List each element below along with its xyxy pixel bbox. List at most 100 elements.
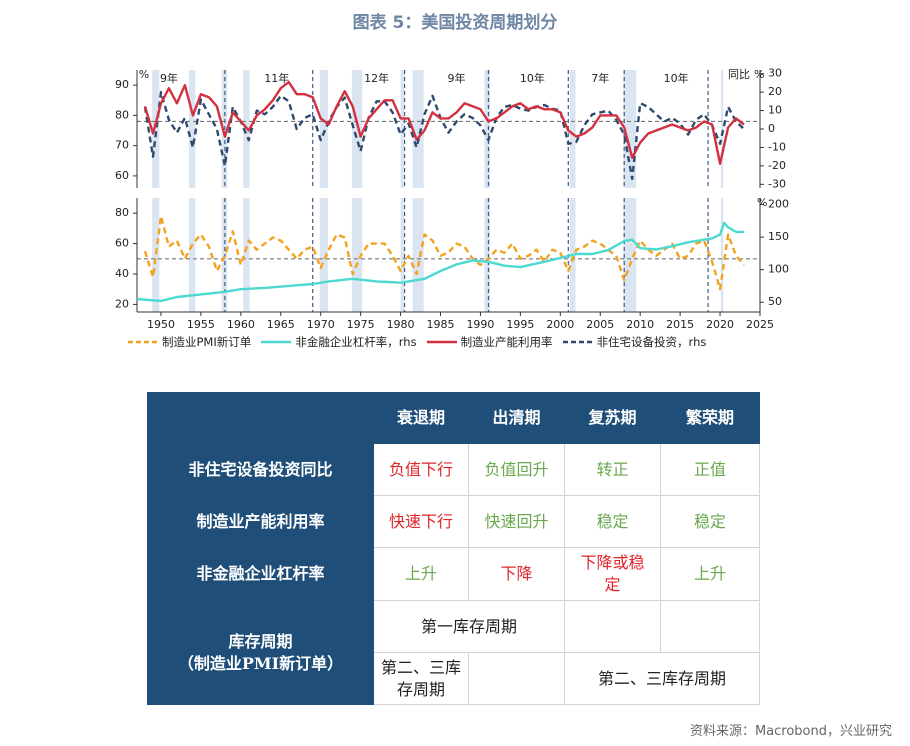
cell-equipment-recovery: 转正 (564, 443, 661, 496)
cell-first-inventory-cycle: 第一库存周期 (373, 600, 565, 653)
cycle-duration-label: 10年 (664, 71, 689, 85)
y-tick-label: 60 (115, 169, 129, 182)
cell-empty-recovery (564, 600, 661, 653)
x-tick-label: 1960 (227, 318, 255, 331)
y2-tick-label: 30 (768, 67, 782, 80)
series-pmi-new-orders (143, 214, 745, 291)
row-label-inventory: 库存周期 （制造业PMI新订单） (147, 600, 374, 705)
legend-label-leverage: 非金融企业杠杆率，rhs (295, 335, 417, 349)
y-tick-label: 80 (115, 108, 129, 121)
x-tick-label: 1950 (147, 318, 175, 331)
top-right-unit: % (754, 68, 764, 81)
series-capacity-utilization (143, 80, 745, 166)
x-tick-label: 1995 (506, 318, 534, 331)
chart-legend: 制造业PMI新订单 非金融企业杠杆率，rhs 制造业产能利用率 非住宅设备投资，… (128, 331, 808, 353)
header-recession: 衰退期 (373, 392, 469, 444)
series-corporate-leverage (136, 221, 744, 303)
cell-empty-boom (660, 600, 760, 653)
cell-equipment-boom: 正值 (660, 443, 760, 496)
x-tick-label: 2015 (666, 318, 694, 331)
y2-tick-label: 50 (768, 295, 782, 308)
y-tick-label: 70 (115, 139, 129, 152)
legend-item-equipment: 非住宅设备投资，rhs (562, 334, 706, 350)
top-left-unit: % (139, 68, 149, 81)
recession-band (720, 198, 724, 312)
cell-capacity-recession: 快速下行 (373, 495, 469, 548)
cycle-duration-label: 12年 (364, 71, 389, 85)
cycle-table: 衰退期 出清期 复苏期 繁荣期 非住宅设备投资同比 负值下行 负值回升 转正 正… (147, 392, 760, 705)
cell-leverage-recession: 上升 (373, 547, 469, 601)
row-label-capacity: 制造业产能利用率 (147, 495, 374, 548)
bottom-right-unit: % (757, 196, 767, 209)
x-tick-label: 1970 (307, 318, 335, 331)
y2-tick-label: 150 (768, 230, 789, 243)
inventory-label-line1: 库存周期 (228, 631, 293, 651)
y-tick-label: 90 (115, 78, 129, 91)
table-corner (147, 392, 374, 444)
recession-band (623, 198, 637, 312)
recession-band (569, 70, 576, 188)
cycle-duration-label: 11年 (264, 71, 289, 85)
recession-band (484, 198, 491, 312)
cell-equipment-recession: 负值下行 (373, 443, 469, 496)
y2-tick-label: -20 (768, 159, 786, 172)
cell-equipment-clearing: 负值回升 (468, 443, 565, 496)
recession-band (319, 198, 328, 312)
header-boom: 繁荣期 (660, 392, 760, 444)
series-equipment-investment (143, 90, 745, 181)
cycle-duration-label: 10年 (520, 71, 545, 85)
recession-band (188, 198, 196, 312)
top-right-unit-label: 同比 (728, 68, 750, 81)
x-tick-label: 2000 (546, 318, 574, 331)
cycle-duration-label: 9年 (160, 71, 178, 85)
x-tick-label: 2020 (706, 318, 734, 331)
y-tick-label: 20 (115, 297, 129, 310)
header-recovery: 复苏期 (564, 392, 661, 444)
recession-band (400, 198, 405, 312)
row-label-equipment: 非住宅设备投资同比 (147, 443, 374, 496)
recession-band (412, 198, 424, 312)
recession-band (319, 70, 328, 188)
y-tick-label: 40 (115, 267, 129, 280)
y2-tick-label: 0 (768, 122, 775, 135)
y-tick-label: 60 (115, 237, 129, 250)
recession-band (351, 70, 363, 188)
recession-band (400, 70, 405, 188)
inventory-label-line2: （制造业PMI新订单） (177, 653, 344, 673)
figure-title: 图表 5：美国投资周期划分 (352, 13, 558, 33)
recession-band (152, 70, 160, 188)
recession-band (351, 198, 363, 312)
row-label-leverage: 非金融企业杠杆率 (147, 547, 374, 601)
recession-band (412, 70, 424, 188)
legend-item-leverage: 非金融企业杠杆率，rhs (261, 334, 417, 350)
y2-tick-label: -10 (768, 140, 786, 153)
cycle-duration-label: 7年 (591, 71, 609, 85)
legend-item-capacity: 制造业产能利用率 (426, 334, 553, 350)
x-tick-label: 1955 (187, 318, 215, 331)
cell-leverage-clearing: 下降 (468, 547, 565, 601)
cell-second-third-cycle-b: 第二、三库存周期 (564, 652, 760, 705)
cell-empty-clearing (468, 652, 565, 705)
y-tick-label: 80 (115, 206, 129, 219)
cell-capacity-recovery: 稳定 (564, 495, 661, 548)
cycle-duration-label: 9年 (447, 71, 465, 85)
y2-tick-label: 20 (768, 85, 782, 98)
x-tick-label: 1990 (466, 318, 494, 331)
investment-cycle-chart: 60 70 80 90 -30 -20 -10 0 10 20 30 20 40 60 80 50 100 150… (115, 67, 789, 331)
recession-band (720, 70, 724, 188)
x-tick-label: 2005 (586, 318, 614, 331)
cell-leverage-recovery: 下降或稳定 (564, 547, 661, 601)
x-tick-label: 1965 (267, 318, 295, 331)
cell-capacity-boom: 稳定 (660, 495, 760, 548)
legend-label-pmi: 制造业PMI新订单 (162, 335, 252, 349)
x-tick-label: 2010 (626, 318, 654, 331)
y2-tick-label: 200 (768, 198, 789, 211)
header-clearing: 出清期 (468, 392, 565, 444)
recession-band (484, 70, 491, 188)
recession-band (152, 198, 160, 312)
legend-label-capacity: 制造业产能利用率 (460, 335, 553, 349)
recession-band (243, 198, 250, 312)
cell-second-third-cycle-a: 第二、三库存周期 (373, 652, 469, 705)
x-tick-label: 2025 (746, 318, 774, 331)
legend-item-pmi: 制造业PMI新订单 (128, 334, 251, 350)
